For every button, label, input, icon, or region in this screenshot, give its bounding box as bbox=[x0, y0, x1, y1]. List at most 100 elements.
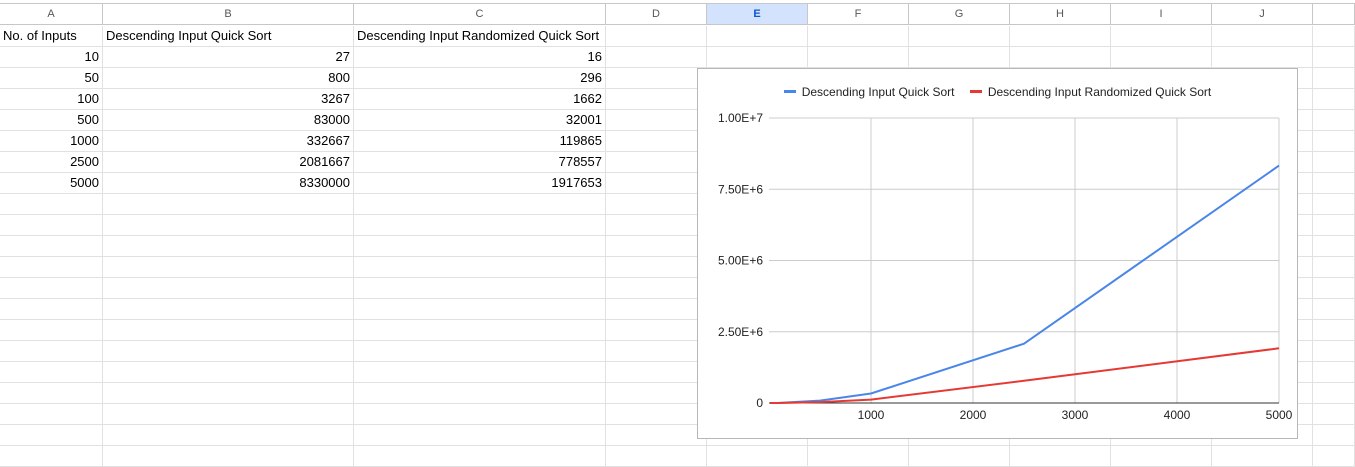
cell-a5[interactable]: 500 bbox=[0, 110, 103, 131]
cell-a13[interactable] bbox=[0, 278, 103, 299]
cell-h1[interactable] bbox=[1010, 26, 1111, 47]
cell-c20[interactable] bbox=[354, 425, 606, 446]
cell-filler2[interactable] bbox=[1313, 47, 1355, 68]
cell-b6[interactable]: 332667 bbox=[103, 131, 354, 152]
cell-filler12[interactable] bbox=[1313, 257, 1355, 278]
cell-i21[interactable] bbox=[1111, 446, 1212, 467]
cell-a4[interactable]: 100 bbox=[0, 89, 103, 110]
cell-e21[interactable] bbox=[707, 446, 808, 467]
cell-c21[interactable] bbox=[354, 446, 606, 467]
column-header-i[interactable]: I bbox=[1111, 3, 1212, 25]
cell-filler10[interactable] bbox=[1313, 215, 1355, 236]
cell-c9[interactable] bbox=[354, 194, 606, 215]
cell-a11[interactable] bbox=[0, 236, 103, 257]
cell-d12[interactable] bbox=[606, 257, 707, 278]
cell-b17[interactable] bbox=[103, 362, 354, 383]
cell-d10[interactable] bbox=[606, 215, 707, 236]
cell-g21[interactable] bbox=[909, 446, 1010, 467]
cell-b3[interactable]: 800 bbox=[103, 68, 354, 89]
cell-filler6[interactable] bbox=[1313, 131, 1355, 152]
cell-a2[interactable]: 10 bbox=[0, 47, 103, 68]
column-header-j[interactable]: J bbox=[1212, 3, 1313, 25]
cell-c7[interactable]: 778557 bbox=[354, 152, 606, 173]
cell-c14[interactable] bbox=[354, 299, 606, 320]
cell-c13[interactable] bbox=[354, 278, 606, 299]
cell-b20[interactable] bbox=[103, 425, 354, 446]
cell-filler19[interactable] bbox=[1313, 404, 1355, 425]
cell-a12[interactable] bbox=[0, 257, 103, 278]
cell-c18[interactable] bbox=[354, 383, 606, 404]
cell-d14[interactable] bbox=[606, 299, 707, 320]
cell-d3[interactable] bbox=[606, 68, 707, 89]
cell-d18[interactable] bbox=[606, 383, 707, 404]
line-chart[interactable]: Descending Input Quick Sort Descending I… bbox=[697, 68, 1298, 439]
cell-f1[interactable] bbox=[808, 26, 909, 47]
cell-c2[interactable]: 16 bbox=[354, 47, 606, 68]
cell-b10[interactable] bbox=[103, 215, 354, 236]
cell-d6[interactable] bbox=[606, 131, 707, 152]
cell-d4[interactable] bbox=[606, 89, 707, 110]
cell-d11[interactable] bbox=[606, 236, 707, 257]
cell-c10[interactable] bbox=[354, 215, 606, 236]
cell-b15[interactable] bbox=[103, 320, 354, 341]
cell-d21[interactable] bbox=[606, 446, 707, 467]
cell-b4[interactable]: 3267 bbox=[103, 89, 354, 110]
cell-a8[interactable]: 5000 bbox=[0, 173, 103, 194]
cell-g2[interactable] bbox=[909, 47, 1010, 68]
cell-a18[interactable] bbox=[0, 383, 103, 404]
cell-c1[interactable]: Descending Input Randomized Quick Sort bbox=[354, 26, 606, 47]
cell-c15[interactable] bbox=[354, 320, 606, 341]
cell-c19[interactable] bbox=[354, 404, 606, 425]
cell-b18[interactable] bbox=[103, 383, 354, 404]
cell-b5[interactable]: 83000 bbox=[103, 110, 354, 131]
cell-j2[interactable] bbox=[1212, 47, 1313, 68]
cell-a17[interactable] bbox=[0, 362, 103, 383]
cell-b2[interactable]: 27 bbox=[103, 47, 354, 68]
column-header-b[interactable]: B bbox=[103, 3, 354, 25]
cell-d15[interactable] bbox=[606, 320, 707, 341]
cell-d16[interactable] bbox=[606, 341, 707, 362]
cell-a1[interactable]: No. of Inputs bbox=[0, 26, 103, 47]
cell-filler20[interactable] bbox=[1313, 425, 1355, 446]
cell-a19[interactable] bbox=[0, 404, 103, 425]
cell-d13[interactable] bbox=[606, 278, 707, 299]
cell-c8[interactable]: 1917653 bbox=[354, 173, 606, 194]
cell-a15[interactable] bbox=[0, 320, 103, 341]
cell-c11[interactable] bbox=[354, 236, 606, 257]
cell-filler15[interactable] bbox=[1313, 320, 1355, 341]
cell-d7[interactable] bbox=[606, 152, 707, 173]
cell-a16[interactable] bbox=[0, 341, 103, 362]
cell-filler8[interactable] bbox=[1313, 173, 1355, 194]
cell-filler21[interactable] bbox=[1313, 446, 1355, 467]
cell-c6[interactable]: 119865 bbox=[354, 131, 606, 152]
cell-e2[interactable] bbox=[707, 47, 808, 68]
cell-filler1[interactable] bbox=[1313, 26, 1355, 47]
column-header-f[interactable]: F bbox=[808, 3, 909, 25]
column-header-h[interactable]: H bbox=[1010, 3, 1111, 25]
cell-d5[interactable] bbox=[606, 110, 707, 131]
cell-d2[interactable] bbox=[606, 47, 707, 68]
cell-a14[interactable] bbox=[0, 299, 103, 320]
cell-filler3[interactable] bbox=[1313, 68, 1355, 89]
cell-j20[interactable] bbox=[1212, 425, 1313, 446]
cell-f2[interactable] bbox=[808, 47, 909, 68]
cell-d17[interactable] bbox=[606, 362, 707, 383]
cell-a10[interactable] bbox=[0, 215, 103, 236]
cell-b19[interactable] bbox=[103, 404, 354, 425]
cell-a7[interactable]: 2500 bbox=[0, 152, 103, 173]
cell-d19[interactable] bbox=[606, 404, 707, 425]
cell-c17[interactable] bbox=[354, 362, 606, 383]
cell-a9[interactable] bbox=[0, 194, 103, 215]
cell-b11[interactable] bbox=[103, 236, 354, 257]
cell-d1[interactable] bbox=[606, 26, 707, 47]
legend-item-series-1[interactable]: Descending Input Quick Sort bbox=[783, 85, 954, 99]
legend-item-series-2[interactable]: Descending Input Randomized Quick Sort bbox=[969, 85, 1211, 99]
cell-filler13[interactable] bbox=[1313, 278, 1355, 299]
cell-i1[interactable] bbox=[1111, 26, 1212, 47]
cell-a21[interactable] bbox=[0, 446, 103, 467]
cell-b13[interactable] bbox=[103, 278, 354, 299]
cell-d20[interactable] bbox=[606, 425, 707, 446]
cell-b9[interactable] bbox=[103, 194, 354, 215]
cell-a20[interactable] bbox=[0, 425, 103, 446]
cell-filler14[interactable] bbox=[1313, 299, 1355, 320]
